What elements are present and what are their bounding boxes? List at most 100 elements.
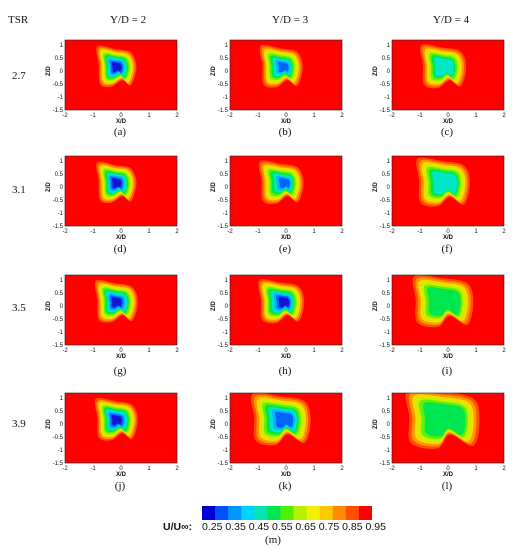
x-tick-label: 1: [312, 113, 316, 119]
y-tick-label: 0.5: [382, 409, 391, 415]
colorbar-swatch: [319, 506, 334, 520]
plot-frame: [229, 155, 343, 227]
y-axis-label: Z/D: [373, 66, 379, 76]
x-tick-label: -2: [62, 466, 68, 472]
x-tick-label: 0: [446, 466, 450, 472]
x-tick-label: 2: [340, 113, 344, 119]
x-axis-label: X/D: [443, 119, 454, 125]
contour-panel: 1 0.5 0 -0.5 -1 -1.5-2 -1 0 1 2 X/D Z/D: [373, 392, 506, 478]
x-axis-label: X/D: [443, 235, 454, 241]
y-tick-label: 0: [60, 69, 64, 75]
y-tick-label: -1: [58, 95, 64, 101]
y-tick-label: 0: [225, 422, 229, 428]
contour-panel: 1 0.5 0 -0.5 -1 -1.5-2 -1 0 1 2 X/D Z/D: [211, 155, 344, 241]
panel-letter-f: (f): [441, 243, 453, 255]
y-tick-label: -1.5: [53, 461, 64, 467]
x-tick-label: 0: [119, 348, 123, 354]
colorbar-ticks: 0.25 0.35 0.45 0.55 0.65 0.75 0.85 0.95: [202, 521, 386, 533]
x-tick-label: 1: [147, 229, 151, 235]
x-axis-label: X/D: [443, 354, 454, 360]
x-tick-label: -1: [417, 113, 423, 119]
colorbar-swatch: [267, 506, 282, 520]
panel-letter-g: (g): [113, 365, 127, 377]
y-tick-label: -0.5: [218, 198, 229, 204]
x-tick-label: -2: [389, 113, 395, 119]
x-tick-label: 0: [284, 113, 288, 119]
panel-letter-m: (m): [265, 534, 281, 546]
y-tick-label: -0.5: [380, 82, 391, 88]
colorbar-swatch: [202, 506, 216, 520]
x-axis-label: X/D: [281, 119, 292, 125]
col-header-yd4: Y/D = 4: [433, 14, 470, 26]
y-tick-label: 0: [225, 304, 229, 310]
colorbar-swatch: [358, 506, 372, 520]
y-tick-label: 1: [225, 278, 229, 284]
y-tick-label: -1.5: [218, 461, 229, 467]
y-tick-label: 0: [387, 69, 391, 75]
x-tick-label: 2: [175, 466, 179, 472]
x-axis-label: X/D: [116, 472, 127, 478]
y-axis-label: Z/D: [46, 301, 52, 311]
y-axis-label: Z/D: [373, 301, 379, 311]
x-tick-label: -1: [90, 229, 96, 235]
x-tick-label: 1: [474, 348, 478, 354]
x-tick-label: -1: [255, 466, 261, 472]
contour-level: [423, 402, 466, 437]
x-tick-label: 2: [502, 229, 506, 235]
x-tick-label: -2: [227, 229, 233, 235]
contour-level: [278, 177, 290, 189]
x-tick-label: 0: [284, 229, 288, 235]
x-tick-label: 0: [446, 229, 450, 235]
x-tick-label: 0: [284, 348, 288, 354]
plot-frame: [391, 39, 505, 111]
x-axis-label: X/D: [281, 354, 292, 360]
plot-frame: [64, 392, 178, 464]
y-tick-label: -1: [58, 448, 64, 454]
plot-frame: [229, 39, 343, 111]
x-tick-label: -1: [255, 348, 261, 354]
contour-panel: 1 0.5 0 -0.5 -1 -1.5-2 -1 0 1 2 X/D Z/D: [373, 39, 506, 125]
contour-level: [113, 416, 120, 424]
x-tick-label: 1: [147, 466, 151, 472]
y-tick-label: -1.5: [380, 343, 391, 349]
plot-frame: [229, 392, 343, 464]
contour-level: [432, 171, 458, 195]
y-axis-label: Z/D: [46, 66, 52, 76]
x-tick-label: 1: [474, 113, 478, 119]
y-tick-label: -1.5: [380, 224, 391, 230]
y-tick-label: 0: [225, 185, 229, 191]
y-tick-label: -1.5: [380, 108, 391, 114]
x-tick-label: -1: [417, 348, 423, 354]
y-tick-label: 1: [225, 396, 229, 402]
plot-frame: [391, 392, 505, 464]
panel-letter-i: (i): [441, 365, 453, 377]
panel-letter-e: (e): [278, 243, 292, 255]
colorbar-swatch: [306, 506, 321, 520]
x-tick-label: 0: [446, 113, 450, 119]
y-tick-label: 1: [60, 278, 64, 284]
contour-panel: 1 0.5 0 -0.5 -1 -1.5-2 -1 0 1 2 X/D Z/D: [46, 274, 179, 360]
y-tick-label: -1.5: [53, 224, 64, 230]
plot-frame: [64, 274, 178, 346]
y-tick-label: -1: [385, 330, 391, 336]
x-tick-label: 2: [502, 466, 506, 472]
y-tick-label: -1.5: [218, 108, 229, 114]
y-tick-label: -0.5: [218, 435, 229, 441]
x-tick-label: 0: [446, 348, 450, 354]
x-tick-label: -1: [90, 466, 96, 472]
y-tick-label: 1: [387, 159, 391, 165]
y-tick-label: 0.5: [220, 172, 229, 178]
contour-panel: 1 0.5 0 -0.5 -1 -1.5-2 -1 0 1 2 X/D Z/D: [373, 274, 506, 360]
x-tick-label: -2: [389, 466, 395, 472]
colorbar-swatch: [215, 506, 229, 520]
y-axis-label: Z/D: [46, 419, 52, 429]
panel-letter-k: (k): [278, 480, 292, 492]
plot-frame: [391, 274, 505, 346]
contour-panel: 1 0.5 0 -0.5 -1 -1.5-2 -1 0 1 2 X/D Z/D: [46, 39, 179, 125]
plot-frame: [64, 39, 178, 111]
y-tick-label: -0.5: [218, 317, 229, 323]
y-tick-label: 0: [387, 304, 391, 310]
x-tick-label: 1: [312, 466, 316, 472]
x-tick-label: -1: [255, 229, 261, 235]
contour-panel: 1 0.5 0 -0.5 -1 -1.5-2 -1 0 1 2 X/D Z/D: [46, 392, 179, 478]
